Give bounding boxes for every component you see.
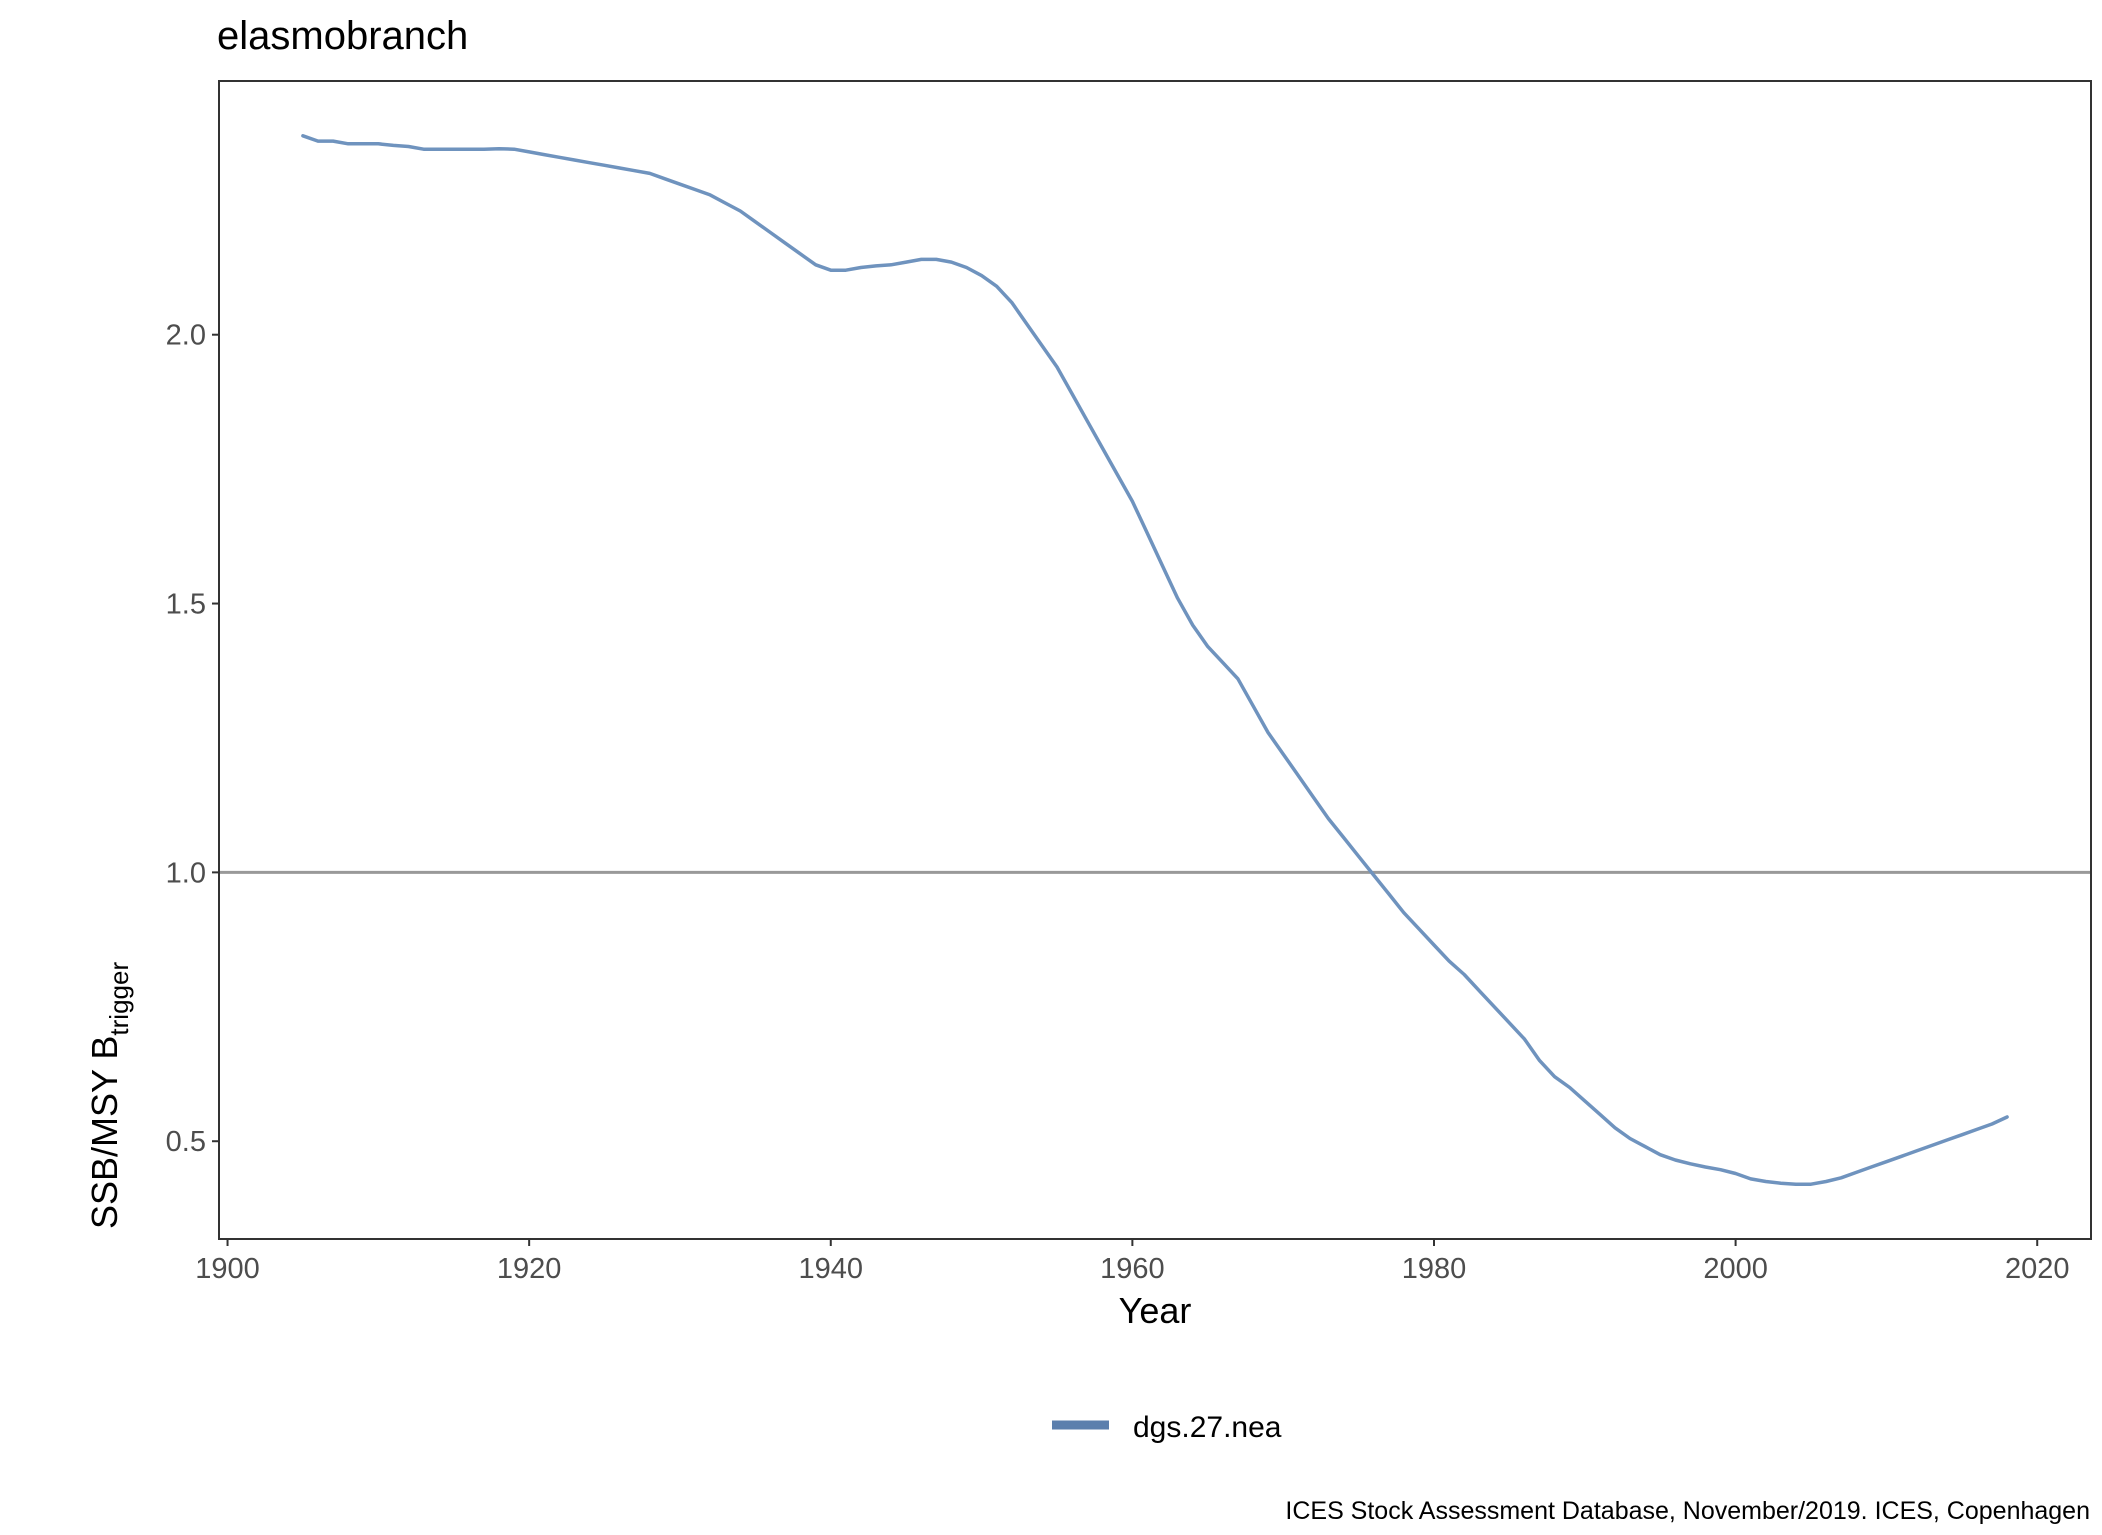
series-line [301,134,2009,1186]
y-tick-label: 1.0 [166,857,206,889]
y-tick-label: 1.5 [166,589,206,621]
legend: dgs.27.nea [1052,1411,1282,1444]
x-axis: 1900 1920 1940 1960 1980 2000 2020 [195,1238,2069,1285]
x-tick-label: 1980 [1402,1253,1467,1285]
y-tick-label: 0.5 [166,1126,206,1158]
y-axis-title-main: SSB/MSY B [84,1036,125,1229]
y-axis-title-subscript: trigger [104,962,134,1036]
caption: ICES Stock Assessment Database, November… [1285,1497,2090,1525]
plot-panel [218,80,2092,1240]
x-tick-label: 1900 [195,1253,260,1285]
x-axis-title: Year [1119,1290,1192,1331]
y-axis-title: SSB/MSY Btrigger [84,962,134,1229]
x-tick-label: 2000 [1703,1253,1768,1285]
y-tick-label: 2.0 [166,320,206,352]
x-tick-label: 2020 [2005,1253,2070,1285]
chart-title: elasmobranch [217,14,468,58]
legend-label: dgs.27.nea [1133,1411,1282,1444]
x-tick-label: 1920 [497,1253,562,1285]
x-tick-label: 1940 [799,1253,864,1285]
y-axis: 0.5 1.0 1.5 2.0 [166,320,220,1158]
x-tick-label: 1960 [1100,1253,1165,1285]
series-layer [301,134,2009,1186]
